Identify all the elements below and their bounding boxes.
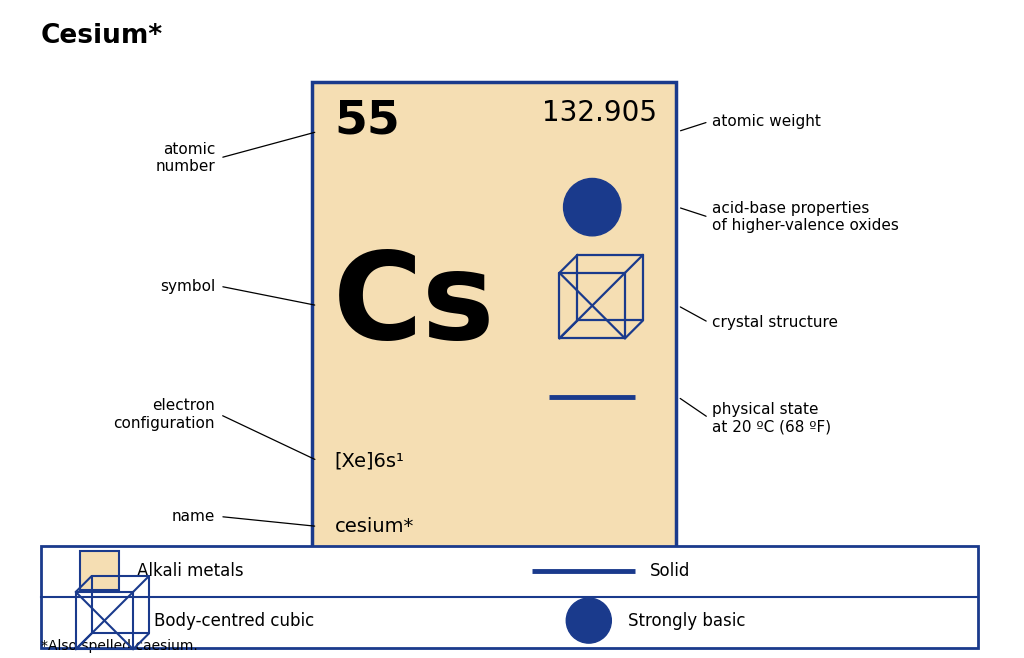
Ellipse shape (566, 598, 611, 643)
Text: 55: 55 (335, 99, 400, 143)
Text: electron
configuration: electron configuration (114, 398, 215, 431)
Text: [Xe]6s¹: [Xe]6s¹ (335, 451, 404, 470)
Text: cesium*: cesium* (335, 517, 415, 536)
Text: name: name (172, 509, 215, 524)
Text: 132.905: 132.905 (543, 99, 657, 127)
Text: crystal structure: crystal structure (712, 315, 838, 330)
Text: Cs: Cs (333, 247, 496, 364)
Text: Body-centred cubic: Body-centred cubic (154, 611, 313, 630)
Text: atomic
number: atomic number (156, 141, 215, 174)
Bar (312, 82, 676, 563)
Text: physical state
at 20 ºC (68 ºF): physical state at 20 ºC (68 ºF) (712, 401, 830, 434)
Text: Alkali metals: Alkali metals (137, 562, 244, 580)
Text: Solid: Solid (650, 562, 690, 580)
Text: Strongly basic: Strongly basic (628, 611, 745, 630)
Text: *Also spelled caesium.: *Also spelled caesium. (41, 639, 198, 653)
Bar (80, 551, 119, 590)
Bar (41, 546, 978, 648)
Text: Cesium*: Cesium* (41, 23, 163, 49)
Text: acid-base properties
of higher-valence oxides: acid-base properties of higher-valence o… (712, 201, 898, 234)
Text: symbol: symbol (160, 279, 215, 293)
Ellipse shape (563, 178, 621, 236)
Text: atomic weight: atomic weight (712, 114, 820, 129)
